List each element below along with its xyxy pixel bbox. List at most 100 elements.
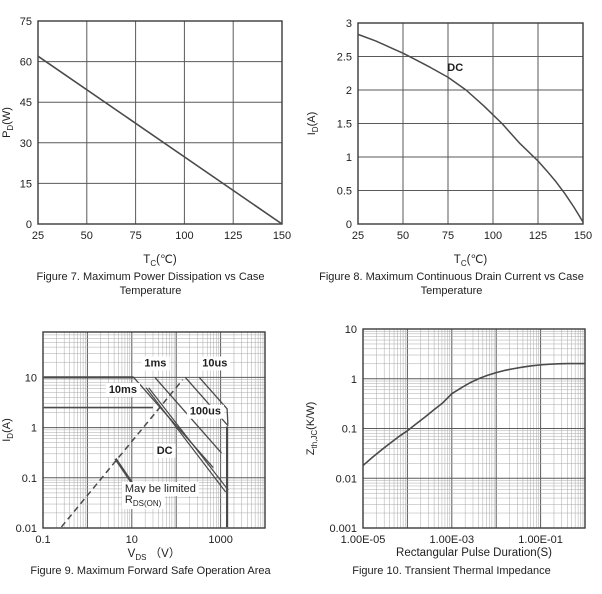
svg-text:0.5: 0.5 [337, 186, 352, 198]
svg-text:1.00E-01: 1.00E-01 [518, 534, 563, 546]
figure8-grid [357, 22, 584, 225]
figure9-label: 1ms [144, 357, 166, 369]
figure10-xaxis-label: Rectangular Pulse Duration(S) [396, 547, 552, 559]
figure9-frame [42, 331, 266, 529]
svg-text:1: 1 [31, 423, 37, 435]
rdson-limit-dashed [60, 379, 184, 528]
svg-text:10: 10 [126, 534, 138, 546]
figure9-xaxis-label: VDS （V） [128, 547, 181, 562]
figure9-caption: Figure 9. Maximum Forward Safe Operation… [30, 565, 271, 577]
figure10-panel: 1.00E-05 1.00E-03 1.00E-01 0.001 0.01 0.1 1 10 R… [301, 300, 602, 594]
figure10-frame [362, 328, 586, 529]
svg-text:1000: 1000 [208, 534, 232, 546]
figure9-label: May be limited [125, 483, 196, 495]
figure10-grid [362, 328, 586, 529]
figure9-label-bg [121, 492, 165, 509]
figure8-series [357, 33, 584, 223]
svg-text:10: 10 [25, 372, 37, 384]
svg-text:0.01: 0.01 [16, 523, 37, 535]
figure8-label: DC [447, 62, 463, 74]
figure8-yaxis-label: ID(A) [306, 112, 320, 136]
svg-text:0: 0 [26, 219, 32, 231]
soa-dc-line-a [145, 387, 227, 493]
figure8-caption: Figure 8. Maximum Continuous Drain Curre… [319, 271, 584, 298]
figure9-label: 10ms [109, 384, 137, 396]
figure9-series [43, 376, 229, 528]
figure7-series [37, 55, 283, 225]
figure9-label-bg [141, 356, 170, 371]
svg-text:125: 125 [224, 230, 242, 242]
figure7-grid [37, 20, 283, 225]
svg-text:1.00E-05: 1.00E-05 [341, 534, 386, 546]
dc-drain-current-curve [357, 33, 584, 223]
svg-text:1: 1 [351, 374, 357, 386]
figure10-caption: Figure 10. Transient Thermal Impedance [352, 565, 551, 577]
figure9-label: DC [157, 445, 173, 457]
svg-text:30: 30 [20, 138, 32, 150]
figure9-label-bg [121, 482, 199, 497]
figure9-label: 10us [202, 357, 227, 369]
figure9-label-bg [153, 443, 176, 458]
svg-text:3: 3 [346, 18, 352, 30]
svg-text:125: 125 [529, 230, 547, 242]
svg-text:60: 60 [20, 57, 32, 69]
figure8-ticks: 25 50 75 100 125 150 0 0.5 1 1.5 2 2.5 3 [337, 18, 592, 242]
transient-thermal-impedance-curve [362, 362, 585, 467]
svg-text:2: 2 [346, 85, 352, 97]
figure7-frame [37, 20, 283, 225]
figure9-chart: 10ms 1ms 10us 100us DC May be limited RDS(ON) 0… [0, 300, 301, 562]
figure8-labels: DC [447, 62, 463, 74]
figure9-yaxis-label: ID(A) [1, 418, 15, 442]
svg-text:1.5: 1.5 [337, 119, 352, 131]
figure8-panel: DC 25 50 75 100 125 150 0 0.5 1 1.5 2 2.5 3 TC(℃) ID(A)… [301, 0, 602, 300]
figure10-svg: 1.00E-05 1.00E-03 1.00E-01 0.001 0.01 0.1 1 10 R… [305, 324, 586, 559]
svg-text:75: 75 [442, 230, 454, 242]
figure7-ticks: 25 50 75 100 125 150 0 15 30 45 60 75 [20, 16, 291, 242]
svg-text:0.01: 0.01 [336, 473, 357, 485]
figure9-label-bg [186, 404, 225, 419]
figure8-frame [357, 22, 584, 225]
figure7-xaxis-label: TC(℃) [143, 254, 177, 268]
figure10-ticks: 1.00E-05 1.00E-03 1.00E-01 0.001 0.01 0.1 1 10 [329, 324, 562, 546]
rdson-callout-line [114, 458, 133, 484]
figure9-grid [42, 332, 266, 529]
soa-10ms-line [133, 376, 214, 468]
svg-text:0.1: 0.1 [22, 473, 37, 485]
figure7-chart: 25 50 75 100 125 150 0 15 30 45 60 75 TC(℃) PD(W) [0, 0, 301, 268]
svg-text:50: 50 [81, 230, 93, 242]
svg-text:75: 75 [129, 230, 141, 242]
svg-text:1.00E-03: 1.00E-03 [429, 534, 474, 546]
figure8-xaxis-label: TC(℃) [454, 254, 488, 268]
svg-text:25: 25 [32, 230, 44, 242]
figure9-label-bg [105, 382, 140, 397]
svg-text:25: 25 [352, 230, 364, 242]
svg-text:50: 50 [397, 230, 409, 242]
figure9-label-bg [199, 356, 231, 371]
figure9-panel: 10ms 1ms 10us 100us DC May be limited RDS(ON) 0… [0, 300, 301, 594]
soa-10us-line [198, 376, 229, 425]
figure10-series [362, 362, 585, 467]
figure7-yaxis-label: PD(W) [1, 107, 15, 138]
svg-text:100: 100 [484, 230, 502, 242]
svg-text:2.5: 2.5 [337, 52, 352, 64]
svg-text:150: 150 [273, 230, 291, 242]
svg-text:15: 15 [20, 178, 32, 190]
figure7-caption: Figure 7. Maximum Power Dissipation vs C… [36, 271, 265, 298]
figure8-svg: DC 25 50 75 100 125 150 0 0.5 1 1.5 2 2.5 3 TC(℃) ID(A) [306, 18, 592, 268]
svg-text:75: 75 [20, 16, 32, 28]
figure8-chart: DC 25 50 75 100 125 150 0 0.5 1 1.5 2 2.5 3 TC(℃) ID(A) [301, 0, 602, 268]
svg-text:1: 1 [346, 152, 352, 164]
figure10-chart: 1.00E-05 1.00E-03 1.00E-01 0.001 0.01 0.1 1 10 R… [301, 300, 602, 562]
svg-text:0.1: 0.1 [35, 534, 50, 546]
svg-text:10: 10 [345, 324, 357, 336]
svg-text:0: 0 [346, 219, 352, 231]
svg-text:0.1: 0.1 [342, 424, 357, 436]
svg-text:45: 45 [20, 97, 32, 109]
power-derating-line [37, 55, 283, 225]
svg-text:100: 100 [175, 230, 193, 242]
